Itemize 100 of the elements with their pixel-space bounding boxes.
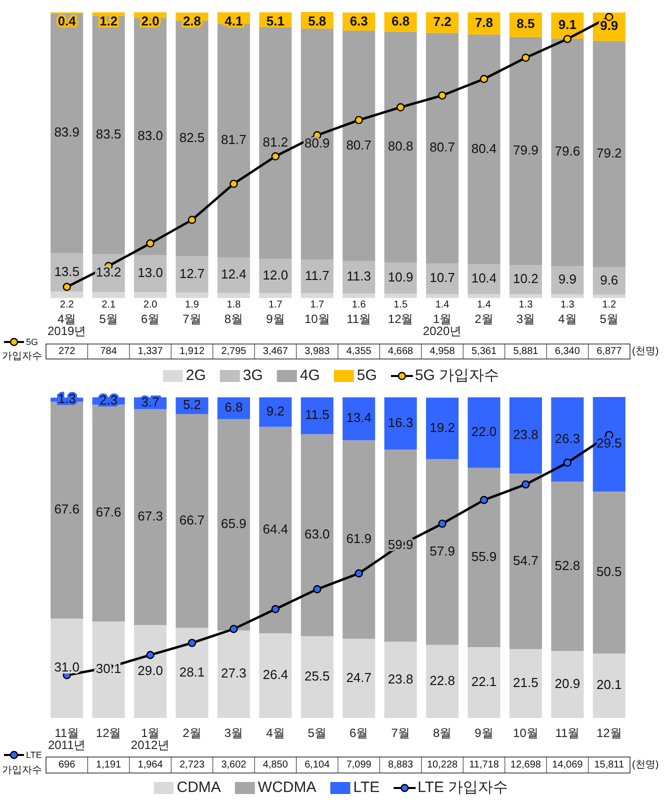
point [230,180,238,188]
data-label: 1.3 [518,300,534,311]
data-label: 10,228 [426,760,458,771]
point [146,650,154,660]
data-label: 82.5 [179,130,205,145]
x-tick-label: 1월 2012년 [130,726,170,752]
data-label: 13.2 [96,264,122,280]
data-label: 20.9 [554,676,580,691]
x-tick-label: 5월 [600,312,618,326]
data-label: 80.8 [388,138,414,154]
data-label: 12.4 [221,266,246,282]
data-label: 6,340 [554,346,580,358]
data-label: 1.5 [394,300,408,311]
data-label: 1.3 [560,300,575,311]
data-label: 2.3 [100,392,118,408]
data-label: 6.8 [392,13,410,28]
data-label: 4,355 [346,346,372,358]
data-label: 22.0 [471,424,497,440]
data-label: 6.3 [350,13,368,28]
legend-label: 3G [242,366,263,384]
data-label: 79.9 [513,142,538,158]
data-label: 67.6 [54,502,80,517]
data-label: 52.8 [554,558,580,573]
x-tick-label: 12월 [388,312,414,326]
x-tick-label: 10월 [513,726,538,740]
data-label: 10.4 [471,270,497,286]
data-label: 1.4 [477,300,492,311]
data-label: 3,467 [262,346,288,358]
data-label: 14,069 [552,760,584,771]
data-label: 83.5 [96,126,122,142]
point [396,103,405,112]
x-tick-label: 11월 [555,726,580,740]
point [230,624,238,634]
data-label: 24.7 [346,670,372,685]
data-label: 79.6 [554,144,580,159]
text: 5G 가입자수 [414,366,500,384]
text: (천명) [632,760,659,771]
data-label: 1.2 [602,300,617,311]
x-tick-label: 3월 [224,726,244,740]
legend-label: 5G [356,366,377,384]
data-label: 50.5 [596,564,622,580]
data-label: 6,877 [596,346,622,358]
data-label: 20.1 [596,677,622,692]
data-label: 2.1 [102,300,116,311]
point [563,34,572,44]
point [563,458,572,467]
data-label: 64.4 [262,522,288,537]
data-label: 5.2 [182,397,202,412]
x-tick-label: 4월 [558,312,577,326]
data-label: 1.7 [310,300,325,311]
x-tick-label: 10월 [304,312,330,326]
data-label: 57.9 [430,543,455,558]
x-tick-label: 4월 [266,726,285,740]
x-tick-label: 2월 [474,312,494,326]
data-label: 54.7 [513,552,538,568]
data-label: 1.9 [185,300,200,311]
data-label: 29.5 [596,436,622,451]
point [313,585,322,594]
data-label: 31.0 [54,660,80,675]
data-label: 8,883 [388,760,414,771]
data-label: 2,795 [221,346,247,358]
data-label: 80.7 [430,140,455,155]
data-label: 80.9 [304,136,330,151]
data-label: 7.8 [474,14,494,30]
data-label: 5,361 [471,346,497,358]
data-label: 15,811 [594,760,625,771]
data-label: 5,881 [513,346,539,358]
data-label: 10.2 [513,271,538,286]
x-tick-label: 7월 [391,726,410,740]
text: LTE 가입자수 [418,778,508,796]
data-label: 6.8 [224,400,243,415]
point [271,605,280,614]
data-label: 2.0 [143,300,158,311]
data-label: 67.3 [138,508,163,524]
point [188,638,196,648]
data-label: 19.2 [430,420,455,435]
data-label: 272 [58,346,76,358]
legend-label: LTE [353,778,380,796]
data-label: 11.3 [346,268,372,284]
point [354,116,363,124]
data-label: 13.4 [346,410,372,426]
data-label: 11.7 [304,268,330,283]
point [522,480,530,489]
x-tick-label: 12월 [96,726,122,740]
x-tick-label: 1월 2020년 [422,312,462,338]
data-label: 3,602 [221,760,247,771]
point [354,569,363,578]
data-label: 3.7 [141,394,160,410]
point [480,74,488,84]
data-label: 1.6 [352,300,366,311]
data-label: 13.5 [54,264,80,279]
data-label: 5.1 [266,13,284,28]
data-label: 10.7 [430,270,455,286]
x-tick-label: 6월 [350,726,368,740]
point [522,54,530,62]
data-label: 1.2 [100,13,118,28]
data-label: 0.4 [58,13,77,28]
data-label: 1.8 [226,300,242,311]
data-label: 784 [100,346,118,358]
data-label: 9.9 [600,18,618,34]
